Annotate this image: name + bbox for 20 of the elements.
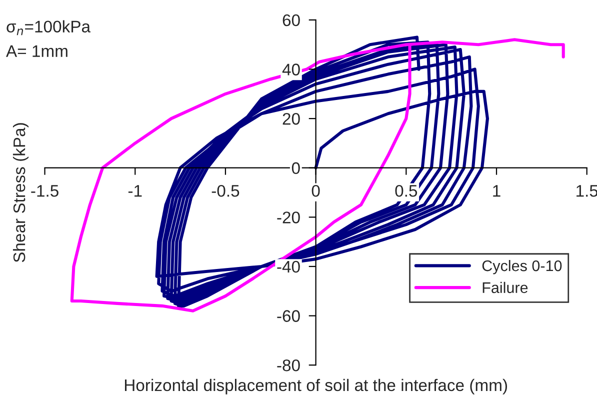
- y-tick-label: 20: [282, 112, 300, 125]
- x-tick-label: 0.5: [395, 184, 418, 197]
- y-axis-title: Shear Stress (kPa): [12, 123, 29, 262]
- legend-label: Failure: [482, 282, 528, 294]
- y-tick-label: -60: [277, 310, 300, 322]
- x-tick-label: 1: [493, 185, 500, 197]
- y-tick-label: 0: [292, 162, 300, 174]
- x-tick-label: 0: [312, 184, 320, 197]
- annotation: A= 1mm: [6, 45, 68, 57]
- x-tick-label: -1: [128, 185, 142, 197]
- x-axis-title: Horizontal displacement of soil at the interface (mm): [124, 378, 507, 394]
- x-tick-label: -1.5: [31, 185, 58, 197]
- y-tick-label: -80: [277, 359, 300, 372]
- y-tick-label: 60: [282, 14, 300, 26]
- x-tick-label: -0.5: [212, 184, 240, 197]
- legend-label: Cycles 0-10: [482, 260, 562, 274]
- y-tick-label: -40: [277, 260, 300, 273]
- y-tick-label: 40: [282, 64, 300, 76]
- y-tick-label: -20: [277, 212, 300, 224]
- annotation: σ$_{n}$=100kPa: [6, 20, 91, 36]
